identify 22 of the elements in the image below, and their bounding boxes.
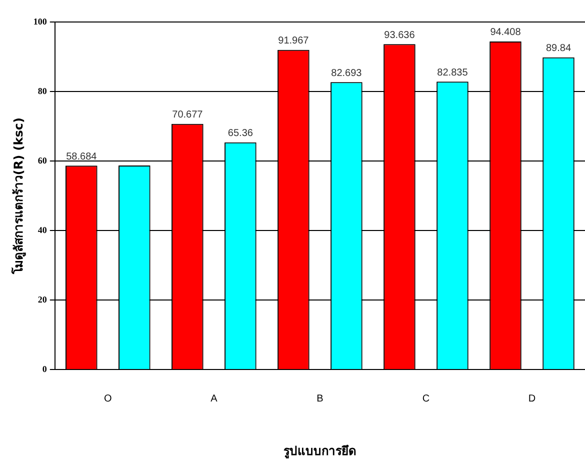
data-label: 70.677 [172,110,204,121]
x-tick-label: B [316,393,324,404]
y-tick-label: 20 [38,294,48,304]
data-label: 93.636 [384,30,416,41]
data-label: 91.967 [278,36,310,47]
data-label: 82.835 [437,67,468,78]
x-tick-label: O [104,393,112,404]
data-label: 94.408 [490,27,522,38]
y-tick-label: 60 [38,155,48,166]
data-label: 89.84 [546,43,572,54]
y-axis-title: โมดูลัสการแตกร้าว(R) (ksc) [10,118,26,276]
x-tick-label: D [528,393,536,404]
data-label: 82.693 [331,68,362,79]
x-tick-label: C [422,393,430,404]
data-label: 58.684 [66,151,98,162]
y-tick-label: 80 [38,86,48,96]
y-tick-label: 0 [42,364,48,374]
data-label: 65.36 [228,128,254,140]
y-tick-label: 100 [33,16,48,26]
x-tick-label: A [210,393,218,404]
x-axis-title: รูปแบบการยึด [283,444,356,459]
y-tick-label: 40 [38,224,48,235]
